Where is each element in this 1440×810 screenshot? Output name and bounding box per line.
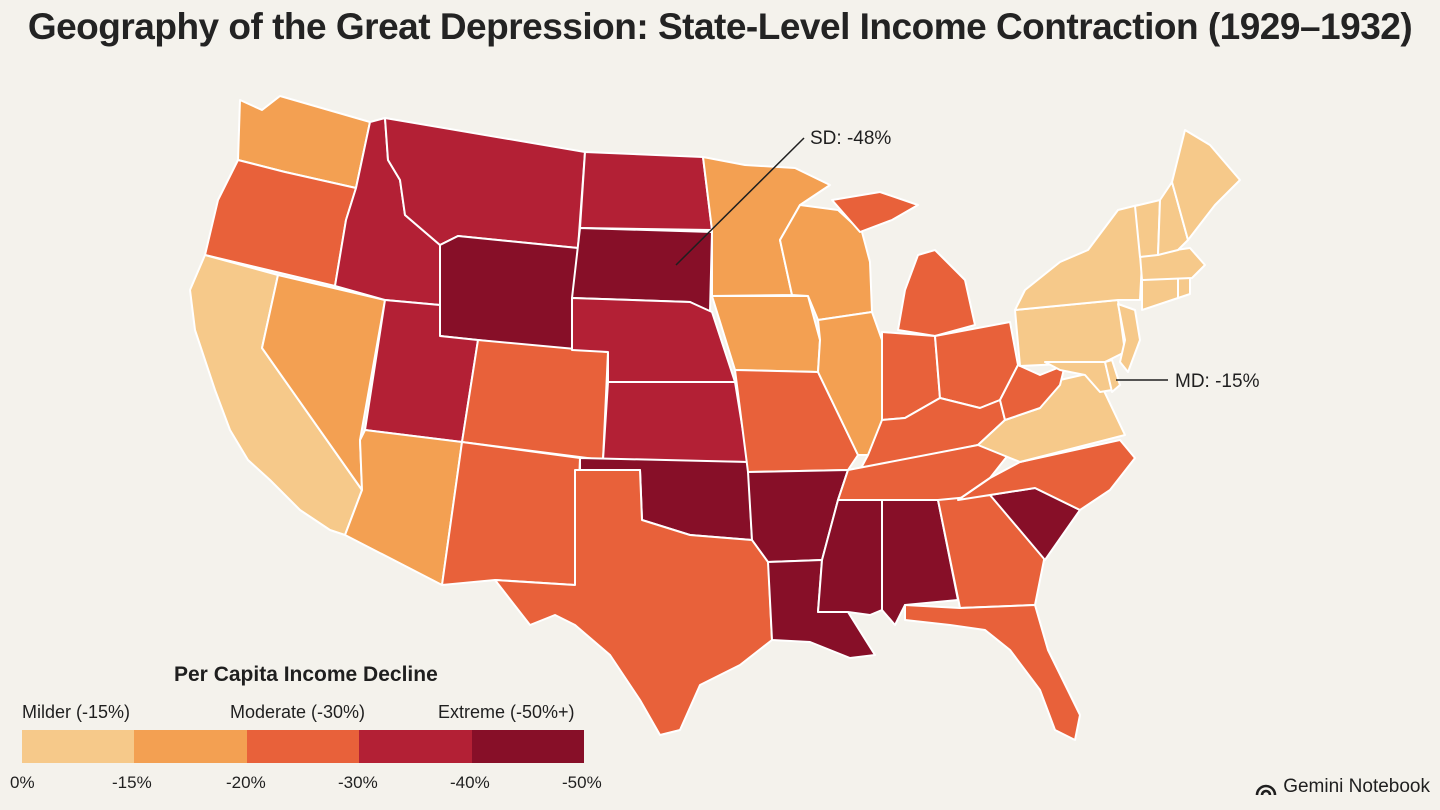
state-nd <box>579 151 713 231</box>
legend-swatch-1 <box>134 730 247 763</box>
state-nm <box>441 441 581 586</box>
legend-title: Per Capita Income Decline <box>174 663 438 686</box>
legend-tick-3: -30% <box>338 773 378 792</box>
legend-swatch-4 <box>471 730 585 763</box>
state-fl <box>904 604 1081 741</box>
legend-tick-1: -15% <box>112 773 152 792</box>
state-pa <box>1014 299 1126 367</box>
callout-label-sd: SD: -48% <box>810 128 891 149</box>
legend-tick-2: -20% <box>226 773 266 792</box>
state-ny <box>1014 204 1143 311</box>
callout-leader-sd <box>675 137 805 266</box>
state-de <box>1104 359 1121 393</box>
legend-swatch-0 <box>22 730 135 763</box>
legend-category-milder: Milder (-15%) <box>22 702 131 722</box>
legend-category-extreme: Extreme (-50%+) <box>438 702 575 722</box>
state-mo <box>734 369 859 473</box>
legend-category-moderate: Moderate (-30%) <box>230 702 366 722</box>
state-wy <box>439 235 579 351</box>
legend-swatch-3 <box>359 730 472 763</box>
legend-color-bar <box>22 730 585 763</box>
watermark: Gemini Notebook <box>1255 776 1430 798</box>
state-ks <box>602 381 749 463</box>
gemini-logo-icon <box>1255 784 1277 796</box>
state-nc <box>957 439 1136 511</box>
state-wi <box>779 204 873 321</box>
state-mi <box>831 191 976 337</box>
map-title: Geography of the Great Depression: State… <box>27 6 1413 47</box>
state-me <box>1171 129 1241 241</box>
state-nj <box>1117 303 1141 373</box>
callout-label-md: MD: -15% <box>1175 371 1260 392</box>
watermark-text: Gemini Notebook <box>1283 776 1430 797</box>
state-co <box>461 339 609 461</box>
state-tx <box>494 469 773 736</box>
state-vt <box>1134 199 1161 258</box>
legend-tick-5: -50% <box>562 773 602 792</box>
legend-swatch-2 <box>246 730 360 763</box>
state-ct <box>1141 275 1179 311</box>
legend-tick-4: -40% <box>450 773 490 792</box>
legend-tick-0: 0% <box>10 773 35 792</box>
state-nh <box>1157 181 1189 256</box>
